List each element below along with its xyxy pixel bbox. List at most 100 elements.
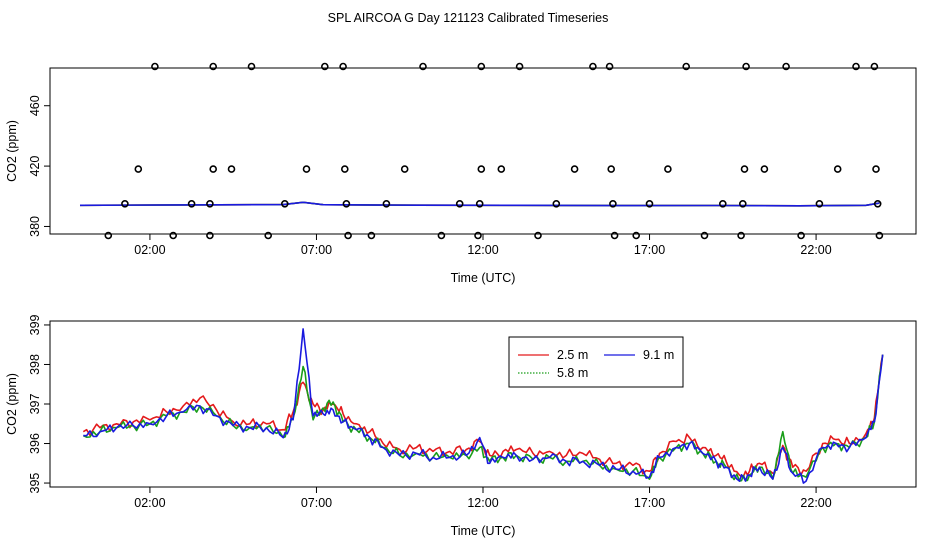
scatter-point <box>738 200 747 208</box>
scatter-point <box>209 62 217 71</box>
scatter-point <box>455 200 464 208</box>
y-tick-label: 395 <box>28 473 42 494</box>
scatter-point <box>589 62 597 71</box>
scatter-point <box>700 231 709 240</box>
scatter-point <box>664 165 672 173</box>
scatter-point <box>475 200 484 208</box>
scatter-point <box>632 231 641 240</box>
scatter-point <box>742 62 750 71</box>
scatter-point <box>474 231 482 240</box>
scatter-point <box>169 231 177 240</box>
scatter-point <box>121 200 129 208</box>
scatter-points <box>104 62 884 240</box>
line-panel-frame <box>49 320 917 488</box>
y-tick-label: 399 <box>28 314 42 335</box>
scatter-point <box>607 165 616 173</box>
scatter-point <box>302 165 311 173</box>
scatter-point <box>104 231 113 240</box>
scatter-x-label: Time (UTC) <box>451 271 516 285</box>
x-tick-label: 07:00 <box>301 243 332 257</box>
legend-label-9-1m: 9.1 m <box>643 348 674 362</box>
line-panel: 02:00 07:00 12:00 17:00 22:00 39539639739839… <box>5 314 917 538</box>
line-x-label: Time (UTC) <box>451 524 516 538</box>
scatter-panel-frame <box>49 67 917 235</box>
scatter-point <box>797 231 805 240</box>
y-tick-label: 397 <box>28 394 42 415</box>
scatter-point <box>206 200 214 208</box>
scatter-baseline-group <box>79 201 880 207</box>
x-tick-label: 22:00 <box>800 496 831 510</box>
scatter-y-axis: 380 420 460 <box>28 95 50 237</box>
scatter-point <box>247 62 256 71</box>
legend-box <box>508 336 684 388</box>
series-9-1m <box>83 328 884 484</box>
x-tick-label: 02:00 <box>134 243 165 257</box>
line-x-axis: 02:00 07:00 12:00 17:00 22:00 <box>134 487 832 510</box>
scatter-point <box>740 165 749 173</box>
scatter-point <box>870 62 879 71</box>
y-tick-label: 380 <box>28 216 42 237</box>
line-y-axis: 395 396 397 398 399 <box>28 314 50 493</box>
scatter-point <box>610 231 619 240</box>
y-tick-label: 460 <box>28 95 42 116</box>
scatter-panel: 02:00 07:00 12:00 17:00 22:00 380 420 460 Time… <box>5 62 917 285</box>
scatter-x-axis: 02:00 07:00 12:00 17:00 22:00 <box>134 234 832 257</box>
y-tick-label: 398 <box>28 354 42 375</box>
scatter-point <box>497 165 506 173</box>
scatter-point <box>206 231 214 240</box>
baseline-9-1m <box>79 201 880 207</box>
scatter-point <box>477 165 486 173</box>
legend-label-2-5m: 2.5 m <box>557 348 588 362</box>
scatter-point <box>339 62 347 71</box>
x-tick-label: 17:00 <box>634 496 665 510</box>
scatter-point <box>534 231 542 240</box>
legend: 2.5 m 5.8 m 9.1 m <box>508 336 684 388</box>
x-tick-label: 12:00 <box>467 496 498 510</box>
line-series <box>82 328 884 484</box>
x-tick-label: 12:00 <box>467 243 498 257</box>
x-tick-label: 02:00 <box>134 496 165 510</box>
scatter-point <box>151 62 159 71</box>
y-tick-label: 420 <box>28 156 42 177</box>
scatter-point <box>609 200 617 208</box>
scatter-point <box>264 231 273 240</box>
scatter-point <box>782 62 790 71</box>
scatter-point <box>134 165 143 173</box>
line-y-label: CO2 (ppm) <box>5 373 19 435</box>
scatter-point <box>873 200 882 208</box>
scatter-point <box>645 200 654 208</box>
scatter-point <box>872 165 880 173</box>
scatter-point <box>227 165 236 173</box>
scatter-point <box>320 62 329 71</box>
scatter-point <box>718 200 727 208</box>
scatter-point <box>367 231 376 240</box>
scatter-point <box>875 231 884 240</box>
scatter-point <box>852 62 860 71</box>
x-tick-label: 17:00 <box>634 243 665 257</box>
x-tick-label: 22:00 <box>800 243 831 257</box>
scatter-point <box>340 165 349 173</box>
scatter-point <box>682 62 691 71</box>
scatter-point <box>400 165 409 173</box>
scatter-point <box>419 62 427 71</box>
y-tick-label: 396 <box>28 433 42 454</box>
scatter-point <box>760 165 769 173</box>
scatter-point <box>344 231 352 240</box>
x-tick-label: 07:00 <box>301 496 332 510</box>
series-5-8m <box>82 354 884 482</box>
scatter-point <box>342 200 351 208</box>
scatter-y-label: CO2 (ppm) <box>5 120 19 182</box>
scatter-point <box>187 200 196 208</box>
scatter-point <box>280 200 289 208</box>
series-2-5m <box>82 354 884 478</box>
legend-label-5-8m: 5.8 m <box>557 366 588 380</box>
figure-title: SPL AIRCOA G Day 121123 Calibrated Times… <box>328 11 609 25</box>
scatter-point <box>515 62 524 71</box>
scatter-point <box>833 165 842 173</box>
scatter-point <box>605 62 614 71</box>
scatter-point <box>737 231 745 240</box>
scatter-point <box>437 231 446 240</box>
scatter-point <box>552 200 561 208</box>
scatter-point <box>382 200 391 208</box>
